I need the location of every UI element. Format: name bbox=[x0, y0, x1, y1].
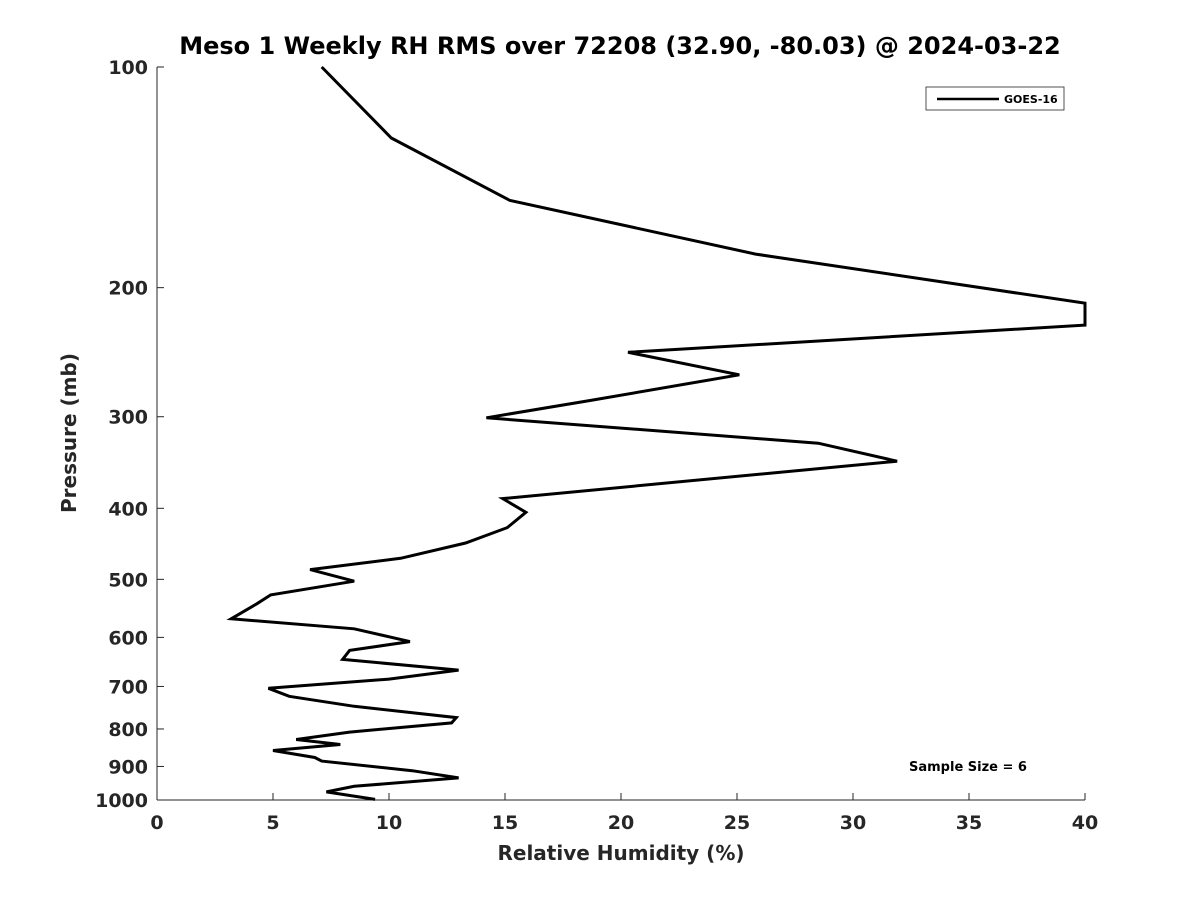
x-tick-label-35: 35 bbox=[956, 812, 982, 834]
y-tick-label-300: 300 bbox=[108, 407, 148, 429]
legend-label-goes16: GOES-16 bbox=[1004, 93, 1058, 106]
y-tick-label-100: 100 bbox=[108, 57, 148, 79]
x-tick-label-40: 40 bbox=[1072, 812, 1098, 834]
sample-size-annotation: Sample Size = 6 bbox=[909, 760, 1027, 775]
y-tick-label-200: 200 bbox=[108, 278, 148, 300]
x-tick-label-0: 0 bbox=[150, 812, 163, 834]
y-tick-label-900: 900 bbox=[108, 756, 148, 778]
x-tick-label-5: 5 bbox=[266, 812, 279, 834]
series-layer bbox=[226, 65, 1087, 801]
y-tick-label-700: 700 bbox=[108, 676, 148, 698]
y-tick-label-500: 500 bbox=[108, 569, 148, 591]
y-tick-label-800: 800 bbox=[108, 719, 148, 741]
x-tick-label-10: 10 bbox=[376, 812, 402, 834]
x-tick-label-20: 20 bbox=[608, 812, 634, 834]
x-tick-label-30: 30 bbox=[840, 812, 866, 834]
y-tick-label-400: 400 bbox=[108, 498, 148, 520]
series-line-goes-16 bbox=[226, 65, 1087, 801]
x-tick-label-25: 25 bbox=[724, 812, 750, 834]
x-axis-label: Relative Humidity (%) bbox=[497, 841, 744, 865]
y-axis-ticks: 100 200 300 400 500 600 700 800 900 1000 bbox=[95, 57, 164, 812]
x-tick-label-15: 15 bbox=[492, 812, 518, 834]
chart-title: Meso 1 Weekly RH RMS over 72208 (32.90, … bbox=[179, 32, 1061, 60]
chart-legend: GOES-16 bbox=[925, 86, 1065, 111]
y-tick-label-1000: 1000 bbox=[95, 790, 148, 812]
x-axis-ticks: 0 5 10 15 20 25 30 35 40 bbox=[150, 793, 1098, 834]
y-axis-label: Pressure (mb) bbox=[57, 353, 81, 513]
y-tick-label-600: 600 bbox=[108, 627, 148, 649]
